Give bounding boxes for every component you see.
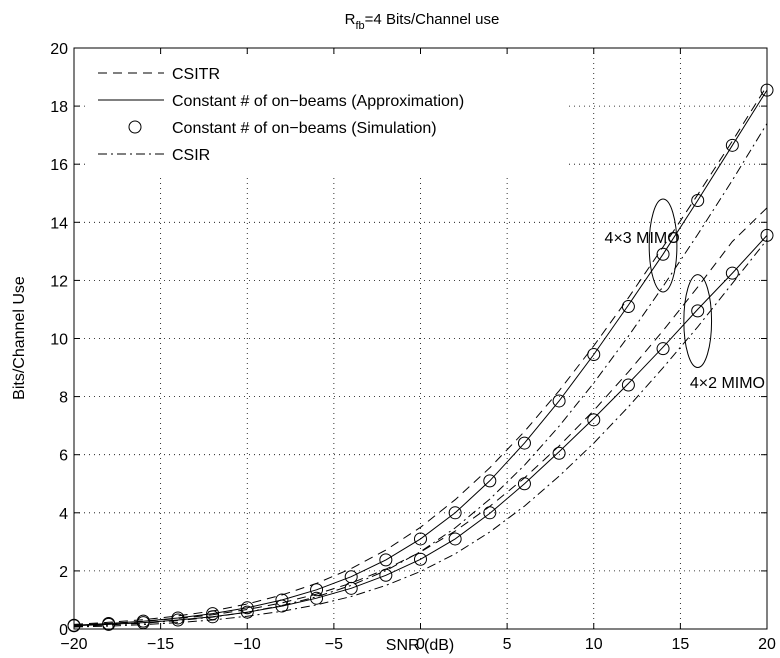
series-4x2-simulation-point <box>102 617 116 631</box>
y-tick-label: 0 <box>59 622 68 639</box>
plot-markers <box>67 83 774 633</box>
chart-title-subscript: fb <box>355 20 364 32</box>
x-tick-label: −10 <box>234 636 261 653</box>
x-tick-label: 0 <box>416 636 425 653</box>
series-4x2-simulation-point <box>448 532 462 546</box>
series-4x2-simulation-point <box>552 446 566 460</box>
y-tick-label: 10 <box>50 332 68 349</box>
series-4x2-simulation-point <box>587 413 601 427</box>
series-4x2-simulation-point <box>414 552 427 566</box>
series-4x3-simulation-point <box>206 607 220 621</box>
y-tick-label: 12 <box>50 273 68 290</box>
series-4x2-simulation-point <box>379 568 393 582</box>
series-4x3-simulation-point <box>621 300 635 314</box>
axis-ticks <box>73 47 768 630</box>
x-tick-label: 10 <box>585 636 603 653</box>
x-tick-label: −15 <box>147 636 174 653</box>
annotation-label: 4×3 MIMO <box>605 230 680 247</box>
series-4x3-csitr-line <box>74 85 767 625</box>
x-tick-label: −5 <box>325 636 343 653</box>
y-tick-label: 16 <box>50 157 68 174</box>
x-tick-label: −20 <box>60 636 87 653</box>
series-4x2-simulation-point <box>171 613 185 627</box>
series-4x3-simulation-point <box>587 347 601 361</box>
series-4x3-simulation-point <box>275 593 289 607</box>
series-4x2-simulation-point <box>206 610 220 624</box>
series-4x2-simulation-point <box>240 605 254 619</box>
chart-title: Rfb=4 Bits/Channel use <box>345 11 500 32</box>
chart-title-rest: =4 Bits/Channel use <box>365 11 500 28</box>
y-tick-label: 6 <box>59 448 68 465</box>
series-4x3-simulation-point <box>656 247 670 261</box>
annotations: 4×3 MIMO 4×2 MIMO <box>605 198 765 392</box>
x-tick-label: 20 <box>758 636 776 653</box>
series-4x2-simulation-point <box>656 342 670 356</box>
series-4x2-csir-line <box>74 239 767 628</box>
x-axis-label: SNR (dB) <box>386 637 454 654</box>
series-4x3-simulation-point <box>240 601 254 615</box>
legend-label: Constant # of on−beams (Simulation) <box>172 120 437 137</box>
annotation-label: 4×2 MIMO <box>690 375 765 392</box>
x-tick-labels: −20 −15 −10 −5 0 5 10 15 20 <box>60 636 776 653</box>
legend-label: Constant # of on−beams (Approximation) <box>172 93 464 110</box>
series-4x2-simulation-point <box>517 477 531 491</box>
y-tick-labels: 0 2 4 6 8 10 12 14 16 18 20 <box>50 41 68 639</box>
x-tick-label: 15 <box>671 636 689 653</box>
series-4x3-simulation-point <box>725 138 739 152</box>
y-tick-label: 2 <box>59 564 68 581</box>
legend-label: CSITR <box>172 66 220 83</box>
legend-label: CSIR <box>172 147 210 164</box>
series-4x2-simulation-point <box>275 599 289 613</box>
y-tick-label: 8 <box>59 390 68 407</box>
legend: CSITR Constant # of on−beams (Approximati… <box>88 58 568 174</box>
series-4x2-simulation-point <box>310 591 324 605</box>
y-tick-label: 20 <box>50 41 68 58</box>
y-axis-label: Bits/Channel Use <box>11 276 28 400</box>
series-4x3-simulation-point <box>310 583 324 597</box>
group-ellipse <box>683 274 713 369</box>
series-4x3-simulation-point <box>691 194 705 208</box>
series-4x2-simulation-point <box>621 378 635 392</box>
legend-box <box>88 58 568 174</box>
series-4x2-simulation-point <box>691 304 705 318</box>
legend-marker <box>128 120 142 134</box>
series-4x3-simulation-point <box>483 474 497 488</box>
y-tick-label: 4 <box>59 506 68 523</box>
group-ellipse <box>648 198 678 293</box>
series-4x3-simulation-point <box>552 394 566 408</box>
series-4x3-simulation-point <box>448 506 462 520</box>
chart-title-main: R <box>345 11 356 28</box>
series-4x2-approximation-line <box>74 235 767 627</box>
series-4x2-simulation-point <box>725 266 739 280</box>
series-4x3-simulation-point <box>414 532 427 546</box>
series-4x3-simulation-point <box>517 436 531 450</box>
series-4x3-simulation-point <box>379 553 393 567</box>
x-tick-label: 5 <box>503 636 512 653</box>
series-4x2-simulation-point <box>344 581 358 595</box>
series-4x2-simulation-point <box>483 506 497 520</box>
y-tick-label: 18 <box>50 99 68 116</box>
y-tick-label: 14 <box>50 215 68 232</box>
